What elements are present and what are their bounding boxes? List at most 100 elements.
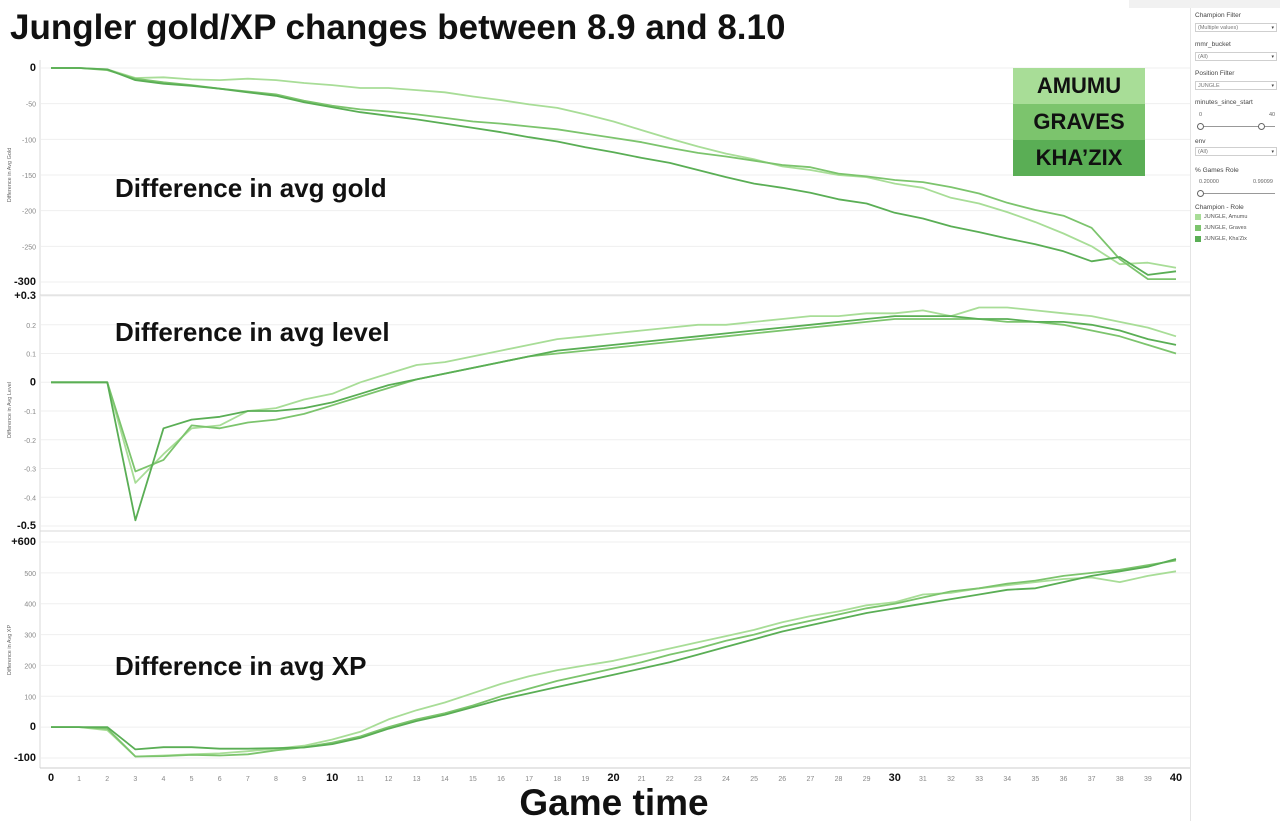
mmr-bucket-label: mmr_bucket: [1195, 41, 1231, 48]
position-filter-label: Position Filter: [1195, 70, 1235, 77]
games-role-slider-handle[interactable]: [1197, 190, 1204, 197]
x-tick-label: 24: [722, 776, 730, 783]
position-filter-select[interactable]: JUNGLE ▾: [1195, 81, 1277, 90]
x-tick-label: 22: [666, 776, 674, 783]
env-label: env: [1195, 138, 1206, 145]
x-tick-label: 30: [889, 772, 901, 784]
minutes-slider-track[interactable]: [1197, 126, 1275, 127]
y-tick-label: -0.2: [24, 438, 36, 445]
x-tick-label: 26: [778, 776, 786, 783]
x-tick-label: 31: [919, 776, 927, 783]
y-tick-label: -50: [26, 102, 36, 109]
y-tick-label: 0: [30, 376, 36, 388]
x-tick-label: 21: [638, 776, 646, 783]
y-tick-label: -150: [22, 173, 36, 180]
series-line-amumu: [51, 306, 1177, 484]
env-select[interactable]: (All) ▾: [1195, 147, 1277, 156]
y-tick-label: -0.4: [24, 495, 36, 502]
x-axis-title: Game time: [519, 782, 709, 823]
y-axis-label: Difference in Avg XP: [7, 625, 13, 676]
x-tick-label: 19: [581, 776, 589, 783]
x-tick-label: 8: [274, 776, 278, 783]
x-tick-label: 10: [326, 772, 338, 784]
legend-box-khazix: KHA’ZIX: [1013, 140, 1145, 176]
x-tick-label: 1: [77, 776, 81, 783]
x-tick-label: 32: [947, 776, 955, 783]
x-tick-label: 37: [1088, 776, 1096, 783]
legend-box-graves: GRAVES: [1013, 104, 1145, 140]
x-tick-label: 25: [750, 776, 758, 783]
minutes-slider-max-handle[interactable]: [1258, 123, 1265, 130]
charts-canvas: 0 -50 -100 -150 -200 -250 -300 Difference in Av…: [7, 60, 1190, 784]
y-axis-label: Difference in Avg Gold: [7, 148, 13, 203]
y-tick-label: 300: [24, 633, 36, 640]
series-line-amumu: [51, 67, 1177, 269]
sidebar-legend-item[interactable]: JUNGLE, Kha'Zix: [1195, 236, 1247, 242]
swatch-graves: [1195, 225, 1201, 231]
minutes-slider-min-handle[interactable]: [1197, 123, 1204, 130]
x-tick-label: 16: [497, 776, 505, 783]
chevron-down-icon: ▾: [1271, 83, 1274, 89]
y-tick-label: -0.3: [24, 467, 36, 474]
y-tick-label: -0.5: [17, 520, 36, 532]
mmr-bucket-select[interactable]: (All) ▾: [1195, 52, 1277, 61]
x-tick-label: 11: [357, 776, 364, 783]
x-tick-label: 36: [1060, 776, 1068, 783]
x-tick-label: 40: [1170, 772, 1182, 784]
legend-box-amumu: AMUMU: [1013, 68, 1145, 104]
x-tick-label: 12: [385, 776, 393, 783]
y-tick-label: 200: [24, 663, 36, 670]
x-tick-label: 33: [975, 776, 983, 783]
x-tick-label: 9: [302, 776, 306, 783]
x-tick-label: 38: [1116, 776, 1124, 783]
sidebar-legend-title: Champion - Role: [1195, 204, 1244, 211]
x-tick-label: 6: [218, 776, 222, 783]
x-tick-label: 2: [105, 776, 109, 783]
x-tick-label: 39: [1144, 776, 1152, 783]
swatch-amumu: [1195, 214, 1201, 220]
y-tick-label: 0.1: [26, 352, 36, 359]
mmr-bucket-value: (All): [1198, 54, 1208, 60]
x-tick-label: 3: [133, 776, 137, 783]
series-line-khazix: [51, 67, 1177, 276]
swatch-khazix: [1195, 236, 1201, 242]
panel-xp: +600 500 400 300 200 100 0 -100 Difference in Av…: [7, 531, 1190, 769]
y-tick-label: -100: [22, 137, 36, 144]
chevron-down-icon: ▾: [1271, 54, 1274, 60]
x-tick-label: 14: [441, 776, 449, 783]
x-tick-label: 23: [694, 776, 702, 783]
panel-label: Difference in avg gold: [115, 173, 387, 203]
y-tick-label: 0: [30, 721, 36, 733]
x-tick-label: 7: [246, 776, 250, 783]
series-line-khazix: [51, 558, 1177, 751]
panel-label: Difference in avg XP: [115, 651, 366, 681]
minutes-slider-label: minutes_since_start: [1195, 99, 1253, 106]
sidebar-legend-label: JUNGLE, Graves: [1204, 225, 1247, 231]
y-tick-label: -200: [22, 209, 36, 216]
x-tick-label: 35: [1031, 776, 1039, 783]
sidebar-legend-item[interactable]: JUNGLE, Graves: [1195, 225, 1246, 231]
games-role-max-value: 0.99099: [1253, 179, 1273, 185]
champion-filter-value: (Multiple values): [1198, 25, 1239, 31]
y-tick-label: -0.1: [24, 409, 36, 416]
chevron-down-icon: ▾: [1271, 25, 1274, 31]
series-line-graves: [51, 559, 1177, 758]
x-tick-label: 28: [835, 776, 843, 783]
y-tick-label: 0.2: [26, 323, 36, 330]
champion-filter-select[interactable]: (Multiple values) ▾: [1195, 23, 1277, 32]
position-filter-value: JUNGLE: [1198, 83, 1220, 89]
env-value: (All): [1198, 149, 1208, 155]
y-tick-label: -300: [14, 276, 36, 288]
chevron-down-icon: ▾: [1271, 149, 1274, 155]
y-tick-label: -100: [14, 752, 36, 764]
y-tick-label: 500: [24, 571, 36, 578]
x-axis: 0 1 2 3 4 5 6 7 8 9 10 11 12 13 14 15 16 17 18 19 20 21 22 23 24…: [40, 767, 1190, 784]
sidebar-legend-item[interactable]: JUNGLE, Amumu: [1195, 214, 1247, 220]
x-tick-label: 20: [607, 772, 619, 784]
y-tick-label: -250: [22, 244, 36, 251]
x-tick-label: 0: [48, 772, 54, 784]
games-role-label: % Games Role: [1195, 167, 1239, 174]
chart-title: Jungler gold/XP changes between 8.9 and …: [10, 8, 786, 47]
games-role-slider-track[interactable]: [1197, 193, 1275, 194]
x-tick-label: 4: [162, 776, 166, 783]
